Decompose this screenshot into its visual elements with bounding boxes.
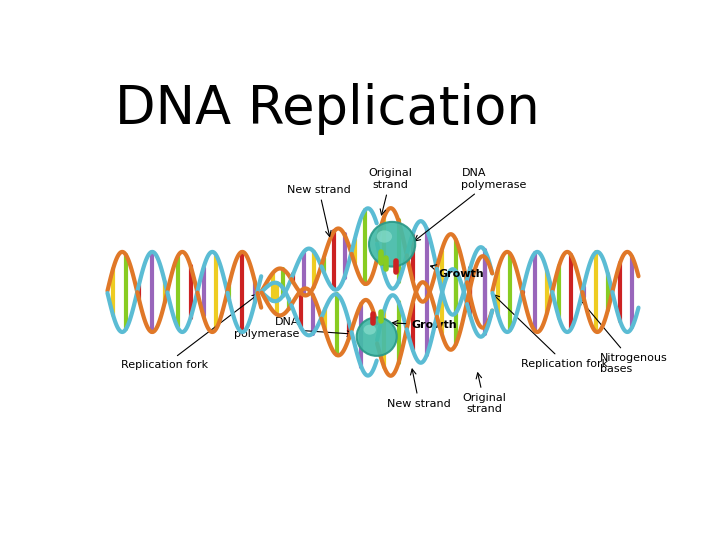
Ellipse shape <box>369 222 415 267</box>
Text: Nitrogenous
bases: Nitrogenous bases <box>580 299 667 374</box>
Text: Replication fork: Replication fork <box>493 295 608 369</box>
Text: DNA
polymerase: DNA polymerase <box>415 168 527 241</box>
Text: DNA Replication: DNA Replication <box>115 84 540 136</box>
Ellipse shape <box>364 325 376 335</box>
Text: Original
strand: Original strand <box>369 168 413 215</box>
Text: New strand: New strand <box>287 185 351 237</box>
Text: DNA
polymerase: DNA polymerase <box>234 318 353 339</box>
Text: Growth: Growth <box>392 320 457 330</box>
Text: Original
strand: Original strand <box>462 373 506 414</box>
Text: Growth: Growth <box>431 265 484 279</box>
Text: Replication fork: Replication fork <box>122 294 258 370</box>
Ellipse shape <box>356 318 397 356</box>
Text: New strand: New strand <box>387 369 451 409</box>
Ellipse shape <box>377 231 392 242</box>
